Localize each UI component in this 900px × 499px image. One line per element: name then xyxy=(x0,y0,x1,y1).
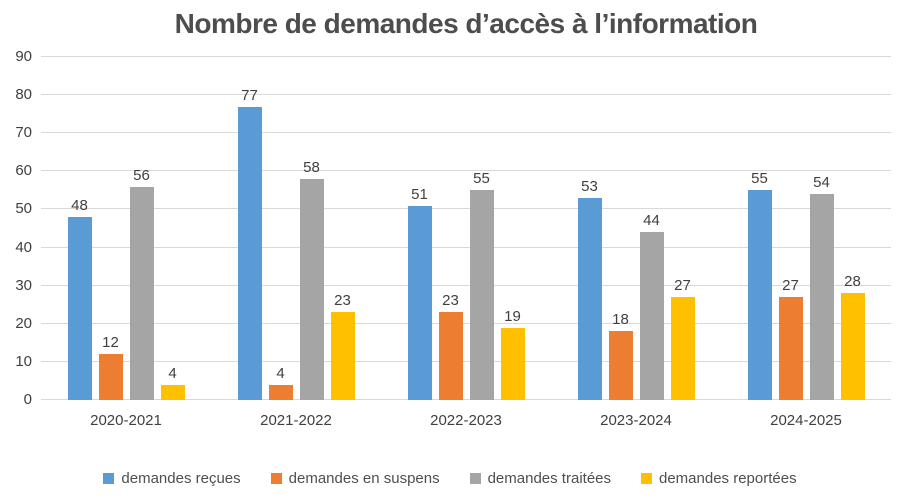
bar-series-3-2024-2025 xyxy=(809,194,834,400)
bar-series-1-2023-2024 xyxy=(577,198,602,400)
legend-swatch-icon xyxy=(641,473,652,484)
bar-value-label: 18 xyxy=(612,311,629,329)
legend-swatch-icon xyxy=(469,473,481,484)
bar-value-label: 27 xyxy=(782,277,799,295)
bar-value-label: 53 xyxy=(581,178,598,196)
legend: demandes reçues demandes en suspens demand… xyxy=(0,470,900,487)
bar-series-2-2024-2025 xyxy=(778,297,803,400)
bar-series-1-2021-2022 xyxy=(237,106,262,400)
bar-series-3-2022-2023 xyxy=(469,190,494,400)
gridline-80 xyxy=(41,94,891,96)
bar-series-3-2021-2022 xyxy=(299,178,324,400)
bar-series-4-2021-2022 xyxy=(330,312,355,400)
bar-series-1-2020-2021 xyxy=(67,217,92,400)
bar-value-label: 51 xyxy=(411,185,428,203)
legend-item: demandes en suspens xyxy=(270,470,440,487)
bar-value-label: 28 xyxy=(844,273,861,291)
legend-swatch-icon xyxy=(270,473,282,484)
bar-series-1-2022-2023 xyxy=(407,205,432,400)
bar-value-label: 48 xyxy=(71,197,88,215)
bar-series-2-2023-2024 xyxy=(608,331,633,400)
bar-value-label: 23 xyxy=(334,292,351,310)
bar-series-4-2020-2021 xyxy=(160,384,185,400)
bar-cluster-2022-2023: 51 23 55 19 2022-2023 xyxy=(381,57,551,429)
y-axis-tick-label: 20 xyxy=(15,314,32,332)
bar-value-label: 55 xyxy=(473,170,490,188)
x-axis-category-label: 2022-2023 xyxy=(430,412,502,429)
bar-series-2-2021-2022 xyxy=(268,384,293,400)
bar-value-label: 27 xyxy=(674,277,691,295)
bar-value-label: 58 xyxy=(303,158,320,176)
gridline-0 xyxy=(41,399,891,400)
bar-cluster-2020-2021: 48 12 56 4 2020-2021 xyxy=(41,57,211,429)
bar-value-label: 54 xyxy=(813,174,830,192)
legend-label: demandes en suspens xyxy=(288,470,440,487)
y-axis-tick-label: 10 xyxy=(15,352,32,370)
y-axis-tick-label: 30 xyxy=(15,276,32,294)
y-axis-tick-label: 80 xyxy=(15,86,32,104)
x-axis-category-label: 2021-2022 xyxy=(260,412,332,429)
plot-area: 0 10 20 30 40 50 60 70 80 90 48 12 56 4 2020-2021 77 4 58… xyxy=(15,48,891,429)
bar-series-2-2022-2023 xyxy=(438,312,463,400)
x-axis-category-label: 2024-2025 xyxy=(770,412,842,429)
chart-title: Nombre de demandes d’accès à l’informati… xyxy=(174,8,758,39)
y-axis-tick-label: 70 xyxy=(15,124,32,142)
bar-value-label: 12 xyxy=(102,334,119,352)
gridline-40 xyxy=(41,246,891,248)
bar-value-label: 19 xyxy=(504,307,521,325)
bar-cluster-2024-2025: 55 27 54 28 2024-2025 xyxy=(721,57,891,429)
gridline-20 xyxy=(41,322,891,324)
bar-cluster-2021-2022: 77 4 58 23 2021-2022 xyxy=(211,57,381,429)
y-axis-tick-label: 60 xyxy=(15,162,32,180)
gridline-70 xyxy=(41,132,891,134)
bar-series-4-2023-2024 xyxy=(670,297,695,400)
bar-value-label: 4 xyxy=(276,364,285,382)
gridline-60 xyxy=(41,170,891,172)
legend-item: demandes traitées xyxy=(469,470,611,487)
bar-series-3-2020-2021 xyxy=(129,186,154,400)
bar-series-3-2023-2024 xyxy=(639,232,664,400)
gridline-90 xyxy=(41,56,891,57)
gridline-30 xyxy=(41,284,891,286)
y-axis-tick-label: 90 xyxy=(15,48,32,65)
bar-value-label: 56 xyxy=(133,166,150,184)
bar-value-label: 4 xyxy=(168,364,177,382)
legend-item: demandes reçues xyxy=(103,470,241,487)
y-axis-tick-label: 0 xyxy=(23,391,32,408)
legend-swatch-icon xyxy=(103,473,115,484)
bar-series-4-2024-2025 xyxy=(840,293,865,400)
bar-series-2-2020-2021 xyxy=(98,354,123,400)
legend-label: demandes reportées xyxy=(659,470,797,487)
bar-value-label: 44 xyxy=(643,212,660,230)
bar-value-label: 23 xyxy=(442,292,459,310)
bar-value-label: 77 xyxy=(241,86,258,104)
bar-series-4-2022-2023 xyxy=(500,327,525,400)
bar-value-label: 55 xyxy=(751,170,768,188)
y-axis-tick-label: 40 xyxy=(15,238,32,256)
legend-label: demandes traitées xyxy=(487,470,611,487)
gridline-10 xyxy=(41,360,891,362)
gridline-50 xyxy=(41,208,891,210)
x-axis-category-label: 2023-2024 xyxy=(600,412,672,429)
bar-series-1-2024-2025 xyxy=(747,190,772,400)
bar-cluster-2023-2024: 53 18 44 27 2023-2024 xyxy=(551,57,721,429)
legend-item: demandes reportées xyxy=(641,470,797,487)
y-axis-tick-label: 50 xyxy=(15,200,32,218)
x-axis-category-label: 2020-2021 xyxy=(90,412,162,429)
legend-label: demandes reçues xyxy=(121,470,241,487)
